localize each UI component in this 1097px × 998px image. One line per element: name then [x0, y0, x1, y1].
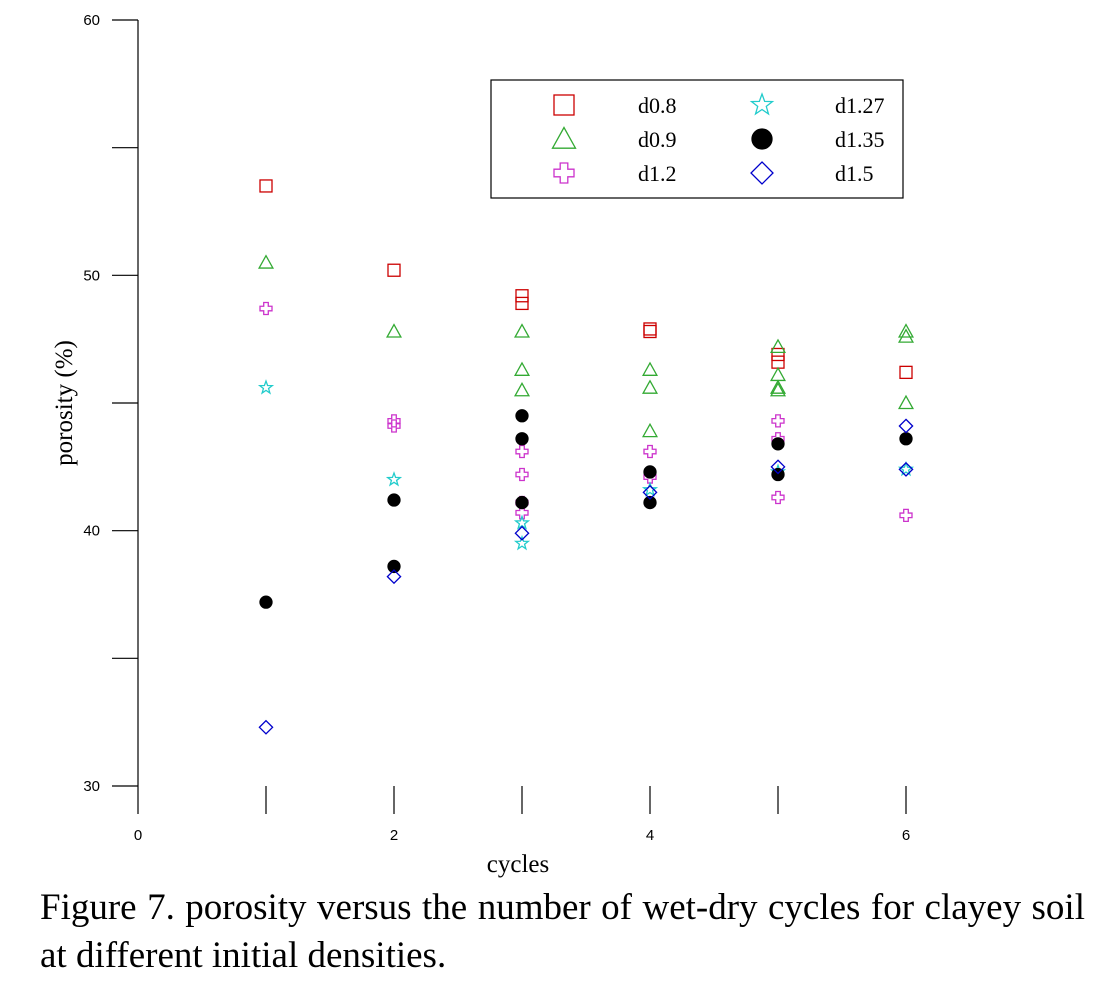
- data-point: [642, 484, 658, 500]
- data-point: [770, 459, 786, 475]
- x-tick-label: 2: [390, 827, 398, 844]
- legend-marker: [553, 162, 575, 184]
- legend-label: d0.9: [638, 127, 677, 152]
- data-point: [513, 381, 531, 397]
- legend: d0.8 d0.9 d1.2 d1.27 d1.35 d1.5: [490, 79, 904, 199]
- legend-marker: [750, 161, 774, 185]
- data-point: [898, 418, 914, 434]
- data-point: [258, 719, 274, 735]
- y-tick-label: 40: [83, 523, 100, 540]
- data-point: [513, 534, 531, 551]
- data-point: [771, 355, 785, 369]
- data-point: [641, 379, 659, 394]
- y-tick-label: 30: [83, 778, 100, 795]
- data-point: [257, 379, 275, 395]
- data-point: [771, 467, 785, 482]
- data-points: [257, 179, 915, 735]
- data-point: [515, 296, 529, 311]
- data-point: [897, 328, 915, 343]
- data-point: [643, 322, 657, 336]
- data-point: [259, 595, 273, 609]
- data-point: [771, 437, 785, 451]
- series-d1-2: [259, 301, 913, 522]
- series-d1-27: [257, 379, 915, 551]
- data-point: [385, 323, 403, 338]
- axes: 30 40 50 60 0 2 4 6 cycles porosity (%): [51, 12, 910, 878]
- y-axis-title: porosity (%): [51, 340, 78, 466]
- data-point: [771, 414, 785, 428]
- legend-label: d0.8: [638, 93, 677, 118]
- data-point: [769, 366, 787, 382]
- data-point: [386, 569, 402, 585]
- data-point: [515, 432, 529, 446]
- data-point: [387, 263, 401, 277]
- data-point: [513, 323, 531, 338]
- data-point: [257, 254, 275, 269]
- series-d1-5: [258, 418, 914, 735]
- data-point: [899, 508, 913, 522]
- data-point: [515, 467, 529, 482]
- data-point: [387, 559, 401, 574]
- legend-marker: [553, 94, 575, 116]
- y-tick-label: 50: [83, 267, 100, 284]
- data-point: [515, 495, 529, 510]
- series-d1-35: [259, 409, 913, 609]
- legend-marker: [551, 126, 577, 149]
- x-tick-label: 0: [134, 827, 142, 844]
- x-tick-label: 4: [646, 827, 654, 844]
- data-point: [769, 338, 787, 353]
- legend-label: d1.27: [835, 93, 885, 118]
- data-point: [643, 324, 657, 339]
- data-point: [515, 289, 529, 303]
- data-point: [643, 495, 657, 510]
- data-point: [515, 409, 529, 423]
- data-point: [387, 419, 401, 433]
- x-tick-label: 6: [902, 827, 910, 844]
- data-point: [515, 506, 529, 520]
- data-point: [387, 414, 401, 428]
- legend-marker: [751, 128, 773, 150]
- data-point: [771, 490, 785, 505]
- data-point: [641, 481, 659, 497]
- data-point: [641, 422, 659, 438]
- data-point: [643, 444, 657, 459]
- data-point: [641, 361, 659, 376]
- data-point: [769, 379, 787, 394]
- y-tick-label: 60: [83, 12, 100, 29]
- data-point: [897, 323, 915, 338]
- data-point: [769, 381, 787, 397]
- data-point: [897, 460, 915, 477]
- data-point: [385, 471, 403, 487]
- data-point: [643, 465, 657, 479]
- data-point: [387, 493, 401, 507]
- data-point: [899, 365, 913, 380]
- data-point: [259, 179, 273, 193]
- x-axis-title: cycles: [487, 851, 549, 878]
- legend-label: d1.35: [835, 127, 885, 152]
- figure-caption: Figure 7. porosity versus the number of …: [40, 887, 1085, 976]
- data-point: [515, 444, 529, 459]
- data-point: [514, 525, 530, 541]
- data-point: [513, 361, 531, 376]
- data-point: [898, 461, 914, 477]
- data-point: [897, 394, 915, 410]
- data-point: [771, 347, 785, 362]
- series-d0-9: [257, 254, 915, 438]
- data-point: [259, 301, 273, 316]
- legend-marker: [749, 92, 775, 116]
- data-point: [899, 432, 913, 446]
- legend-label: d1.2: [638, 161, 677, 186]
- series-d0-8: [259, 179, 913, 380]
- legend-label: d1.5: [835, 161, 874, 186]
